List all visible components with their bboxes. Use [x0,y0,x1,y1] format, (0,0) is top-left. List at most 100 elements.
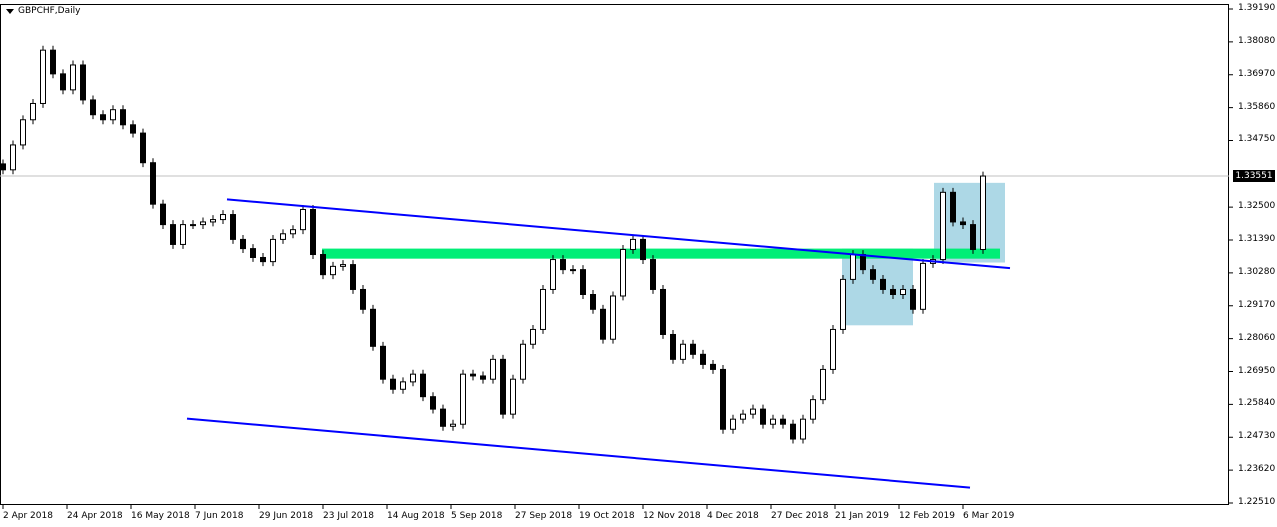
candle-body [680,343,686,360]
candle-body [440,408,446,427]
y-tick-label: 1.25840 [1238,398,1276,409]
candle-body [770,418,776,425]
candle-body [220,214,226,221]
candle-body [300,209,306,231]
candle-body [870,269,876,280]
trendline [226,198,1011,270]
candle-body [610,295,616,340]
candle-body [190,224,196,227]
candle-body [370,308,376,347]
support-zone [322,248,1000,259]
candle-body [90,99,96,116]
candle-body [650,259,656,290]
y-tick-label: 1.28060 [1238,332,1276,343]
candle-body [430,396,436,410]
y-tick-label: 1.34750 [1238,134,1276,145]
candle-body [500,358,506,415]
candle-body [230,214,236,240]
candle-body [420,373,426,398]
candle-body [800,418,806,440]
x-tick-label: 21 Jan 2019 [835,511,889,521]
x-tick-label: 7 Jun 2018 [195,511,244,521]
candle-body [720,368,726,430]
chart-title[interactable]: GBPCHF,Daily [6,6,80,16]
candle-body [160,203,166,226]
candle-body [10,144,16,171]
candle-body [280,233,286,240]
candle-body [390,378,396,390]
y-tick-label: 1.23620 [1238,464,1276,475]
candle-body [480,375,486,380]
candle-body [900,288,906,296]
chart-area[interactable] [0,4,1229,505]
candle-body [790,423,796,440]
candle-body [170,224,176,245]
y-tick-label: 1.29170 [1238,299,1276,310]
candle-body [460,373,466,425]
candle-body [530,328,536,345]
candle-body [690,343,696,355]
candle-body [80,64,86,101]
candle-body [400,381,406,390]
candle-body [850,254,856,280]
candle-body [450,423,456,427]
x-tick-label: 16 May 2018 [131,511,190,521]
y-tick-label: 1.39190 [1238,3,1276,13]
x-tick-label: 12 Feb 2019 [899,511,956,521]
candle-body [710,363,716,370]
candle-body [860,254,866,271]
candle-body [810,399,816,420]
candle-body [540,288,546,330]
candle-body [940,191,946,261]
candle-body [640,238,646,261]
x-tick-label: 4 Dec 2018 [707,511,759,521]
candle-body [240,238,246,250]
candle-body [470,373,476,377]
candle-body [50,49,56,75]
dropdown-triangle-icon[interactable] [6,8,14,14]
candle-body [150,162,156,205]
candle-body [960,221,966,226]
candle-body [0,163,6,171]
candle-body [210,219,216,223]
candle-body [980,175,986,250]
candle-body [740,413,746,420]
candle-body [180,224,186,245]
x-tick-label: 29 Jun 2018 [259,511,314,521]
candle-body [310,209,316,256]
y-tick-label: 1.35860 [1238,101,1276,112]
candle-body [490,358,496,380]
candle-body [920,262,926,310]
candle-body [620,248,626,297]
candle-body [410,373,416,383]
candle-body [700,353,706,365]
candle-body [750,408,756,415]
candle-body [730,418,736,430]
candle-body [120,109,126,126]
candle-body [910,288,916,310]
candle-body [40,49,46,104]
candle-body [670,333,676,360]
x-tick-label: 27 Dec 2018 [771,511,829,521]
candle-body [380,345,386,380]
candle-body [130,124,136,134]
y-tick-label: 1.38080 [1238,35,1276,46]
candle-body [660,288,666,335]
y-tick-label: 1.32500 [1238,201,1276,212]
x-tick-label: 2 Apr 2018 [3,511,53,521]
x-tick-label: 5 Sep 2018 [451,511,503,521]
candle-body [880,278,886,290]
candle-body [590,294,596,310]
y-tick-label: 1.31390 [1238,234,1276,244]
candle-body [950,191,956,223]
candle-body [570,269,576,272]
candle-body [760,408,766,425]
x-tick-label: 6 Mar 2019 [963,511,1015,521]
candle-body [830,328,836,370]
candle-body [140,132,146,164]
candle-body [320,254,326,276]
candle-body [780,418,786,425]
candle-body [510,378,516,415]
candle-body [350,264,356,290]
